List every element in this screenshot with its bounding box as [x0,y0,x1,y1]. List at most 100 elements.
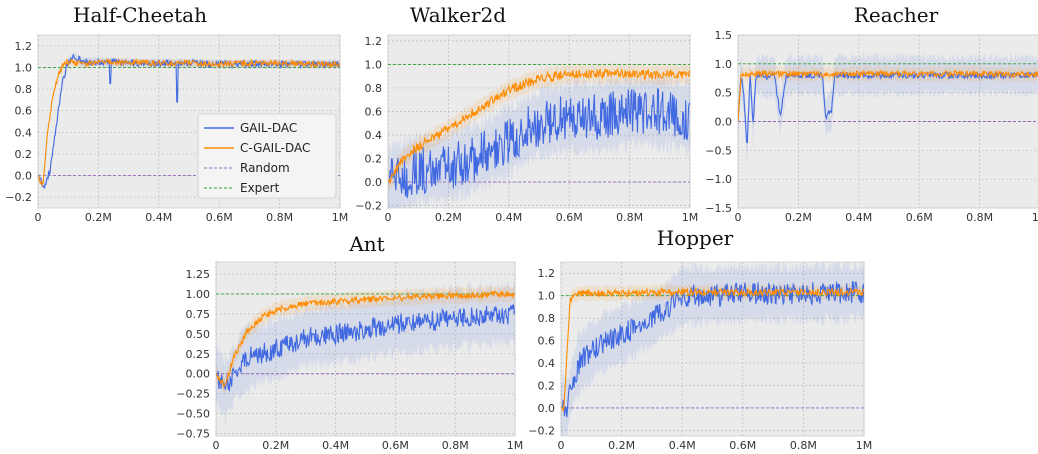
y-tick-label: 1.2 [538,267,556,280]
band-c-gail-dac [216,284,515,395]
x-tick-label: 0.8M [266,211,293,224]
band-gail-dac [561,262,864,436]
data-layer [216,278,515,425]
y-tick-label: 0.0 [15,170,33,183]
y-tick-label: −1.5 [705,202,732,215]
legend-label-c-gail-dac: C-GAIL-DAC [240,141,310,155]
series-c-gail-dac [38,57,340,187]
y-tick-label: 0.6 [538,335,556,348]
y-tick-label: −0.2 [528,424,555,437]
y-tick-label: 0.4 [538,357,556,370]
panel-title: Ant [348,232,384,256]
y-tick-label: 0.8 [365,82,383,95]
legend-box [197,113,337,199]
panel-ant: 0 0.2M 0.4M 0.6M 0.8M 1M −0.75 −0.50 −0.25 0.00 0.… [176,232,523,452]
legend-label-gail-dac: GAIL-DAC [240,121,297,135]
data-layer [388,62,690,208]
y-tick-label: 0.25 [186,348,211,361]
y-tick-label: 0.2 [365,153,383,166]
y-tick-label: −0.75 [176,428,210,441]
x-tick-label: 0.4M [145,211,172,224]
panel-hopper: 0 0.2M 0.4M 0.6M 0.8M 1M −0.2 0.0 0.2 0.4 0.6 0.8 1.… [528,226,872,452]
panel-title: Half-Cheetah [73,3,207,27]
y-tick-label: 0.4 [15,126,33,139]
x-tick-label: 0 [35,211,42,224]
panel-title: Hopper [657,226,734,250]
y-tick-label: 1.00 [186,288,211,301]
x-tick-label: 0.6M [729,439,756,452]
data-layer [561,262,864,436]
x-tick-label: 0.4M [495,211,522,224]
x-tick-label: 0.6M [906,211,933,224]
y-tick-label: 1.0 [538,290,556,303]
x-tick-label: 0.4M [669,439,696,452]
y-tick-label: 0.50 [186,328,211,341]
x-tick-label: 0 [558,439,565,452]
x-tick-label: 0.2M [608,439,635,452]
x-tick-label: 1M [682,211,699,224]
y-tick-label: −1.0 [705,173,732,186]
data-layer [738,52,1038,163]
series-c-gail-dac [561,286,864,412]
y-tick-label: 1.0 [715,58,733,71]
y-tick-label: 0.00 [186,368,211,381]
y-tick-label: 1.2 [365,35,383,48]
y-tick-label: 0.5 [715,87,733,100]
y-tick-label: 0.6 [365,105,383,118]
x-tick-label: 0.2M [435,211,462,224]
x-tick-label: 0.8M [442,439,469,452]
x-tick-label: 0.4M [845,211,872,224]
series-gail-dac [738,70,1038,144]
y-tick-label: 0.4 [365,129,383,142]
series-c-gail-dac [216,290,515,389]
panel-walker2d: 0 0.2M 0.4M 0.6M 0.8M 1M −0.2 0.0 0.2 0.4 0.6 0.8 1.… [355,3,698,224]
x-tick-label: 0 [213,439,220,452]
band-gail-dac [738,52,1038,163]
x-tick-label: 0.8M [966,211,993,224]
y-tick-label: 1.0 [365,58,383,71]
series-gail-dac [388,88,690,199]
y-tick-label: 0.0 [538,402,556,415]
y-tick-label: −0.25 [176,388,210,401]
x-tick-label: 1M [1032,211,1038,224]
series-c-gail-dac [738,69,1038,122]
x-tick-label: 1M [507,439,524,452]
y-tick-label: 0.6 [15,105,33,118]
x-tick-label: 0.8M [790,439,817,452]
plot-area [215,261,516,437]
x-tick-label: 1M [332,211,349,224]
x-tick-label: 0.2M [262,439,289,452]
y-tick-label: 1.5 [715,29,733,42]
y-tick-label: 1.25 [186,268,211,281]
y-tick-label: −0.5 [705,144,732,157]
y-tick-label: 0.0 [365,176,383,189]
legend-label-random: Random [240,161,290,175]
x-tick-label: 0 [385,211,392,224]
band-c-gail-dac [738,65,1038,129]
y-tick-label: 1.0 [15,61,33,74]
x-tick-label: 0.2M [785,211,812,224]
x-tick-label: 0.4M [322,439,349,452]
y-tick-label: 0.8 [538,312,556,325]
x-tick-label: 0.6M [206,211,233,224]
x-tick-label: 0 [735,211,742,224]
series-c-gail-dac [388,67,690,185]
panel-half-cheetah: 0 0.2M 0.4M 0.6M 0.8M 1M −0.2 0.0 0.2 0.4 0.6 0.8 1.… [5,3,348,224]
y-tick-label: 0.0 [715,116,733,129]
y-tick-label: 0.75 [186,308,211,321]
x-tick-label: 0.8M [616,211,643,224]
x-tick-label: 0.2M [85,211,112,224]
series-gail-dac [216,304,515,392]
legend: GAIL-DAC C-GAIL-DAC Random Expert [197,113,337,199]
panel-title: Reacher [854,3,939,27]
x-tick-label: 0.6M [556,211,583,224]
y-tick-label: 0.8 [15,83,33,96]
panel-title: Walker2d [410,3,506,27]
y-tick-label: 0.2 [538,379,556,392]
x-tick-label: 0.6M [382,439,409,452]
legend-label-expert: Expert [240,181,280,195]
y-tick-label: 1.2 [15,40,33,53]
x-tick-label: 1M [856,439,873,452]
y-tick-label: 0.2 [15,148,33,161]
